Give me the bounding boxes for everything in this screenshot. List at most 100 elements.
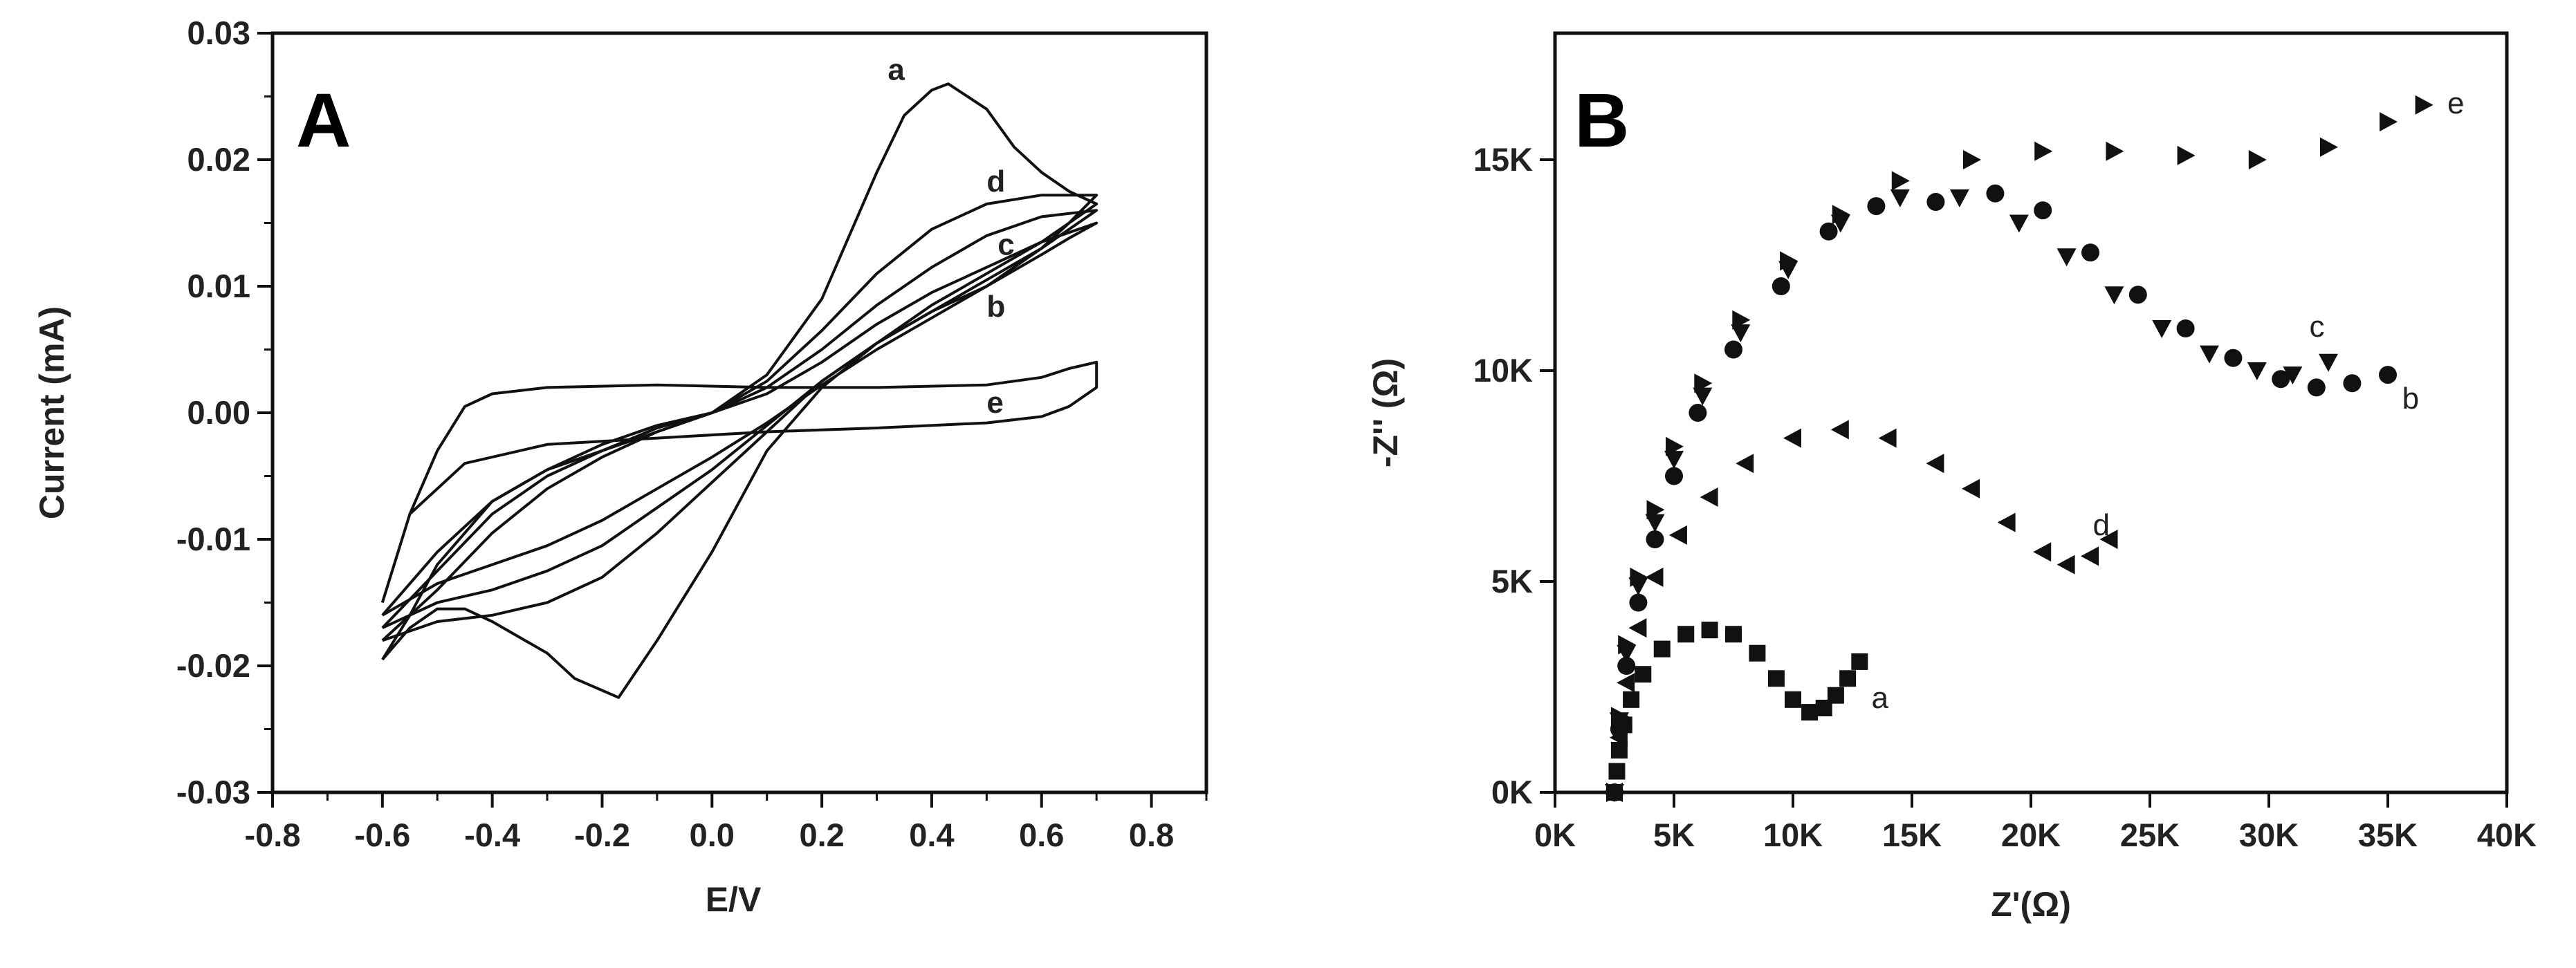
- panel-b-point-d: [2057, 555, 2075, 575]
- panel-b-point-d: [1997, 512, 2016, 532]
- panel-b-point-e: [2415, 95, 2434, 115]
- panel-b-point-b: [1629, 593, 1648, 612]
- panel-a-series: [380, 82, 1098, 699]
- panel-b-point-e: [1666, 436, 1684, 456]
- panel-a-y-tick-label: -0.01: [176, 521, 250, 557]
- panel-b-point-e: [2177, 145, 2196, 165]
- panel-b-point-e: [1963, 150, 1981, 169]
- panel-b-point-d: [2033, 542, 2052, 562]
- panel-b-curve-labels: e c b d a: [1872, 86, 2465, 715]
- panel-b-x-tick-label: 35K: [2358, 817, 2418, 853]
- panel-b-point-d: [1609, 727, 1628, 747]
- panel-b-point-e: [2248, 150, 2267, 169]
- panel-a-x-tick-label: 0.2: [799, 817, 844, 853]
- panel-b-point-a: [1767, 670, 1785, 687]
- panel-b-point-d: [1878, 428, 1897, 448]
- panel-a-x-tick-label: -0.6: [354, 817, 410, 853]
- panel-b-point-a: [1827, 687, 1844, 704]
- panel-b-point-b: [1724, 340, 1742, 359]
- panel-b-point-d: [1617, 673, 1635, 693]
- panel-b-point-d: [1830, 420, 1849, 440]
- panel-a-curve-label-d: d: [986, 165, 1005, 198]
- panel-b-series-b: [1606, 184, 2397, 801]
- panel-b-point-d: [1736, 454, 1754, 474]
- panel-b-point-b: [2343, 374, 2362, 393]
- panel-b-point-b: [2128, 286, 2147, 304]
- panel-b-point-a: [1623, 691, 1640, 708]
- panel-b-point-e: [1694, 373, 1713, 393]
- panel-b-point-d: [1668, 525, 1687, 545]
- panel-b-x-tick-label: 30K: [2239, 817, 2299, 853]
- panel-a-x-axis: -0.8 -0.6 -0.4 -0.2 0.0 0.2 0.4 0.6 0.8: [245, 792, 1208, 853]
- panel-b-point-e: [1606, 783, 1624, 802]
- panel-b-y-axis: 0K 5K 10K 15K: [1473, 141, 1555, 810]
- panel-b-point-c: [2009, 214, 2029, 233]
- panel-a-y-tick-label: -0.03: [176, 774, 250, 810]
- panel-b-point-c: [1949, 189, 1969, 207]
- panel-b-curve-label-e: e: [2447, 86, 2464, 120]
- panel-b-point-c: [1645, 514, 1665, 532]
- panel-a-series-b: [381, 221, 1098, 617]
- panel-b-point-a: [1785, 691, 1801, 708]
- panel-b-point-b: [2034, 201, 2052, 220]
- panel-b-point-b: [2379, 366, 2397, 384]
- panel-b-y-tick-label: 15K: [1473, 141, 1533, 178]
- panel-b-point-e: [1891, 171, 1910, 191]
- panel-b-curve-label-a: a: [1872, 681, 1889, 715]
- panel-b-point-e: [1618, 635, 1637, 655]
- panel-a-curve-label-a: a: [887, 53, 905, 87]
- panel-b-point-e: [2106, 141, 2124, 161]
- panel-b-point-d: [1962, 478, 1980, 499]
- panel-b-x-tick-label: 25K: [2120, 817, 2180, 853]
- panel-a-y-tick-label: 0.00: [187, 394, 250, 431]
- panel-b-y-tick-label: 5K: [1491, 563, 1533, 599]
- panel-b-point-a: [1749, 644, 1766, 662]
- panel-b-point-a: [1701, 622, 1718, 639]
- panel-b-point-b: [1926, 193, 1945, 211]
- panel-b-point-b: [2224, 348, 2243, 367]
- panel-a-y-tick-label: 0.01: [187, 268, 250, 304]
- panel-b-point-d: [1645, 567, 1664, 587]
- panel-a: A -0.8 -0.6 -0.4 -0.2 0.0 0.2 0.4 0.6 0.8 0.030.…: [33, 15, 1208, 919]
- panel-a-series-d: [381, 194, 1098, 642]
- panel-b-curve-label-c: c: [2309, 310, 2324, 344]
- panel-b-point-b: [2272, 370, 2290, 389]
- panel-b-point-a: [1635, 666, 1652, 683]
- panel-b-point-b: [1819, 222, 1838, 241]
- panel-a-x-tick-label: 0.0: [690, 817, 735, 853]
- panel-b-y-tick-label: 0K: [1491, 774, 1533, 810]
- panel-b-point-b: [1772, 277, 1790, 295]
- panel-b-point-c: [2200, 345, 2219, 364]
- panel-b-x-axis: 0K 5K 10K 15K 20K 25K 30K 35K 40K: [1534, 792, 2537, 853]
- panel-b-point-a: [1677, 626, 1695, 643]
- panel-a-y-tick-label: 0.02: [187, 141, 250, 178]
- panel-b-x-axis-title: Z'(Ω): [1991, 885, 2071, 924]
- panel-b-x-tick-label: 15K: [1882, 817, 1942, 853]
- panel-b-curve-label-b: b: [2402, 382, 2419, 416]
- panel-b-point-d: [1926, 454, 1944, 474]
- panel-a-y-tick-label: -0.02: [176, 647, 250, 684]
- panel-b-point-d: [1700, 487, 1718, 507]
- panel-b-point-e: [1832, 205, 1850, 225]
- panel-b-point-c: [2057, 248, 2077, 267]
- panel-b-point-b: [2176, 319, 2195, 337]
- panel-b-point-e: [2034, 141, 2053, 161]
- panel-b-point-c: [2104, 286, 2124, 305]
- panel-b-point-e: [1646, 500, 1665, 520]
- panel-a-letter: A: [296, 78, 351, 163]
- panel-a-y-axis: 0.03 0.02 0.01 0.00 -0.01 -0.02 -0.03: [176, 15, 273, 810]
- panel-a-y-axis-title: Current (mA): [33, 306, 71, 519]
- panel-b-point-b: [2081, 243, 2099, 262]
- panel-b-point-d: [1783, 428, 1801, 448]
- panel-b-x-tick-label: 0K: [1534, 817, 1576, 853]
- panel-a-curve-label-c: c: [997, 227, 1014, 261]
- panel-b-point-e: [1630, 567, 1648, 587]
- panel-b-x-tick-label: 10K: [1763, 817, 1823, 853]
- panel-b-point-a: [1608, 763, 1626, 780]
- panel-b-point-b: [1689, 404, 1707, 422]
- panel-b-point-c: [1693, 387, 1713, 406]
- panel-b-point-b: [1617, 657, 1636, 675]
- panel-a-x-tick-label: 0.8: [1129, 817, 1174, 853]
- panel-a-x-tick-label: -0.8: [245, 817, 301, 853]
